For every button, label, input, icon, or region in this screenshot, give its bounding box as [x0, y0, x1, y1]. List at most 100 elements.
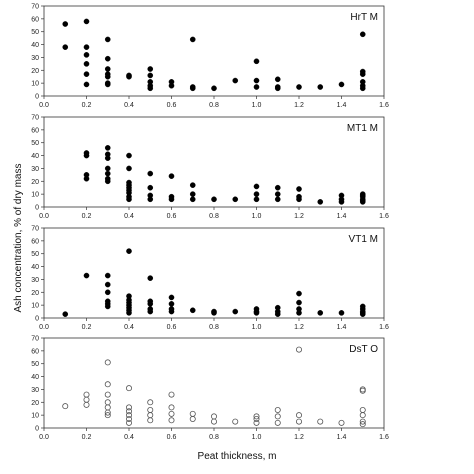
- data-point: [104, 55, 111, 62]
- y-tick-label: 30: [31, 387, 39, 394]
- panel-3: 0 10 20 30 40 50 60 70 0.0 0.2 0.4 0.6 0.8 1.0 1.2 1.4 1…: [31, 226, 389, 332]
- y-tick-label: 20: [31, 179, 39, 186]
- data-point: [168, 82, 175, 89]
- y-tick-label: 0: [35, 94, 39, 101]
- data-point: [147, 406, 154, 413]
- data-point: [338, 81, 345, 88]
- data-point: [147, 308, 154, 315]
- data-point: [296, 186, 302, 192]
- data-point: [126, 415, 133, 422]
- data-point: [253, 415, 260, 422]
- y-tick-label: 40: [31, 42, 39, 49]
- data-point: [126, 196, 132, 203]
- data-point: [296, 196, 302, 203]
- x-axis-title: Peat thickness, m: [198, 451, 277, 462]
- data-point: [147, 72, 154, 79]
- data-point: [210, 418, 217, 425]
- y-tick-label: 70: [31, 336, 39, 343]
- data-point: [359, 418, 366, 425]
- data-point: [104, 399, 111, 406]
- data-point: [147, 417, 154, 424]
- data-point: [189, 307, 196, 314]
- x-tick-label: 0.0: [39, 213, 49, 220]
- data-point: [189, 415, 196, 422]
- x-tick-label: 1.2: [294, 324, 304, 331]
- data-point: [126, 73, 132, 80]
- data-point: [359, 421, 366, 428]
- x-tick-label: 0.2: [82, 434, 92, 441]
- x-tick-label: 1.4: [337, 102, 347, 109]
- x-tick-label: 0.0: [39, 434, 49, 441]
- x-tick-label: 1.2: [294, 102, 304, 109]
- y-tick-label: 40: [31, 374, 39, 381]
- data-point: [253, 419, 260, 426]
- data-point: [274, 311, 281, 317]
- data-point: [104, 272, 111, 279]
- y-tick-label: 10: [31, 192, 39, 199]
- data-point: [104, 73, 111, 80]
- y-tick-label: 70: [31, 115, 39, 122]
- plot-frame: [43, 5, 385, 97]
- data-point: [296, 84, 302, 90]
- data-point: [62, 403, 69, 410]
- data-point: [126, 404, 133, 411]
- data-point: [359, 412, 366, 419]
- data-point: [104, 381, 111, 388]
- data-point: [104, 81, 111, 88]
- panel-label: HrT M: [350, 12, 378, 23]
- data-point: [147, 170, 154, 177]
- x-tick-label: 1.2: [294, 213, 304, 220]
- data-point: [274, 419, 281, 426]
- data-point: [274, 76, 281, 83]
- y-tick-label: 10: [31, 303, 39, 310]
- data-point: [253, 413, 260, 420]
- data-point: [62, 21, 69, 27]
- data-point: [147, 399, 154, 406]
- data-point: [274, 184, 281, 191]
- x-tick-label: 0.4: [124, 102, 134, 109]
- data-point: [126, 248, 132, 254]
- x-tick-label: 1.0: [252, 324, 262, 331]
- x-tick-label: 0.2: [82, 213, 92, 220]
- y-tick-label: 60: [31, 348, 39, 355]
- x-tick-label: 0.4: [124, 434, 134, 441]
- y-tick-label: 50: [31, 251, 39, 258]
- data-point: [232, 77, 239, 84]
- y-tick-label: 10: [31, 413, 39, 420]
- data-point: [359, 71, 366, 77]
- data-point: [104, 155, 111, 161]
- x-tick-label: 1.4: [337, 434, 347, 441]
- data-point: [168, 308, 175, 315]
- data-point: [104, 36, 111, 43]
- x-tick-label: 0.8: [209, 324, 219, 331]
- y-tick-label: 60: [31, 16, 39, 23]
- data-point: [338, 310, 345, 316]
- data-point: [147, 66, 154, 72]
- x-tick-label: 1.6: [379, 102, 389, 109]
- data-point: [83, 71, 90, 77]
- x-tick-label: 0.4: [124, 213, 134, 220]
- data-point: [104, 289, 111, 296]
- data-point: [83, 52, 90, 58]
- data-point: [147, 275, 154, 281]
- data-point: [317, 418, 324, 425]
- data-point: [253, 310, 260, 316]
- data-point: [104, 359, 111, 366]
- y-tick-label: 50: [31, 29, 39, 36]
- data-point: [126, 152, 132, 159]
- data-point: [104, 303, 111, 310]
- x-tick-label: 0.6: [167, 102, 177, 109]
- y-axis-title: Ash concentration, % of dry mass: [13, 164, 24, 313]
- x-tick-label: 0.2: [82, 102, 92, 109]
- data-point: [104, 178, 111, 185]
- data-point: [62, 44, 69, 50]
- data-point: [253, 77, 260, 84]
- data-point: [83, 44, 90, 50]
- data-point: [83, 61, 90, 67]
- data-point: [295, 346, 302, 353]
- panel-label: VT1 M: [349, 234, 378, 245]
- x-tick-label: 0.8: [209, 213, 219, 220]
- panel-2: 0 10 20 30 40 50 60 70 0.0 0.2 0.4 0.6 0.8 1.0 1.2 1.4 1…: [31, 115, 389, 221]
- y-tick-label: 10: [31, 81, 39, 88]
- y-tick-label: 0: [35, 316, 39, 323]
